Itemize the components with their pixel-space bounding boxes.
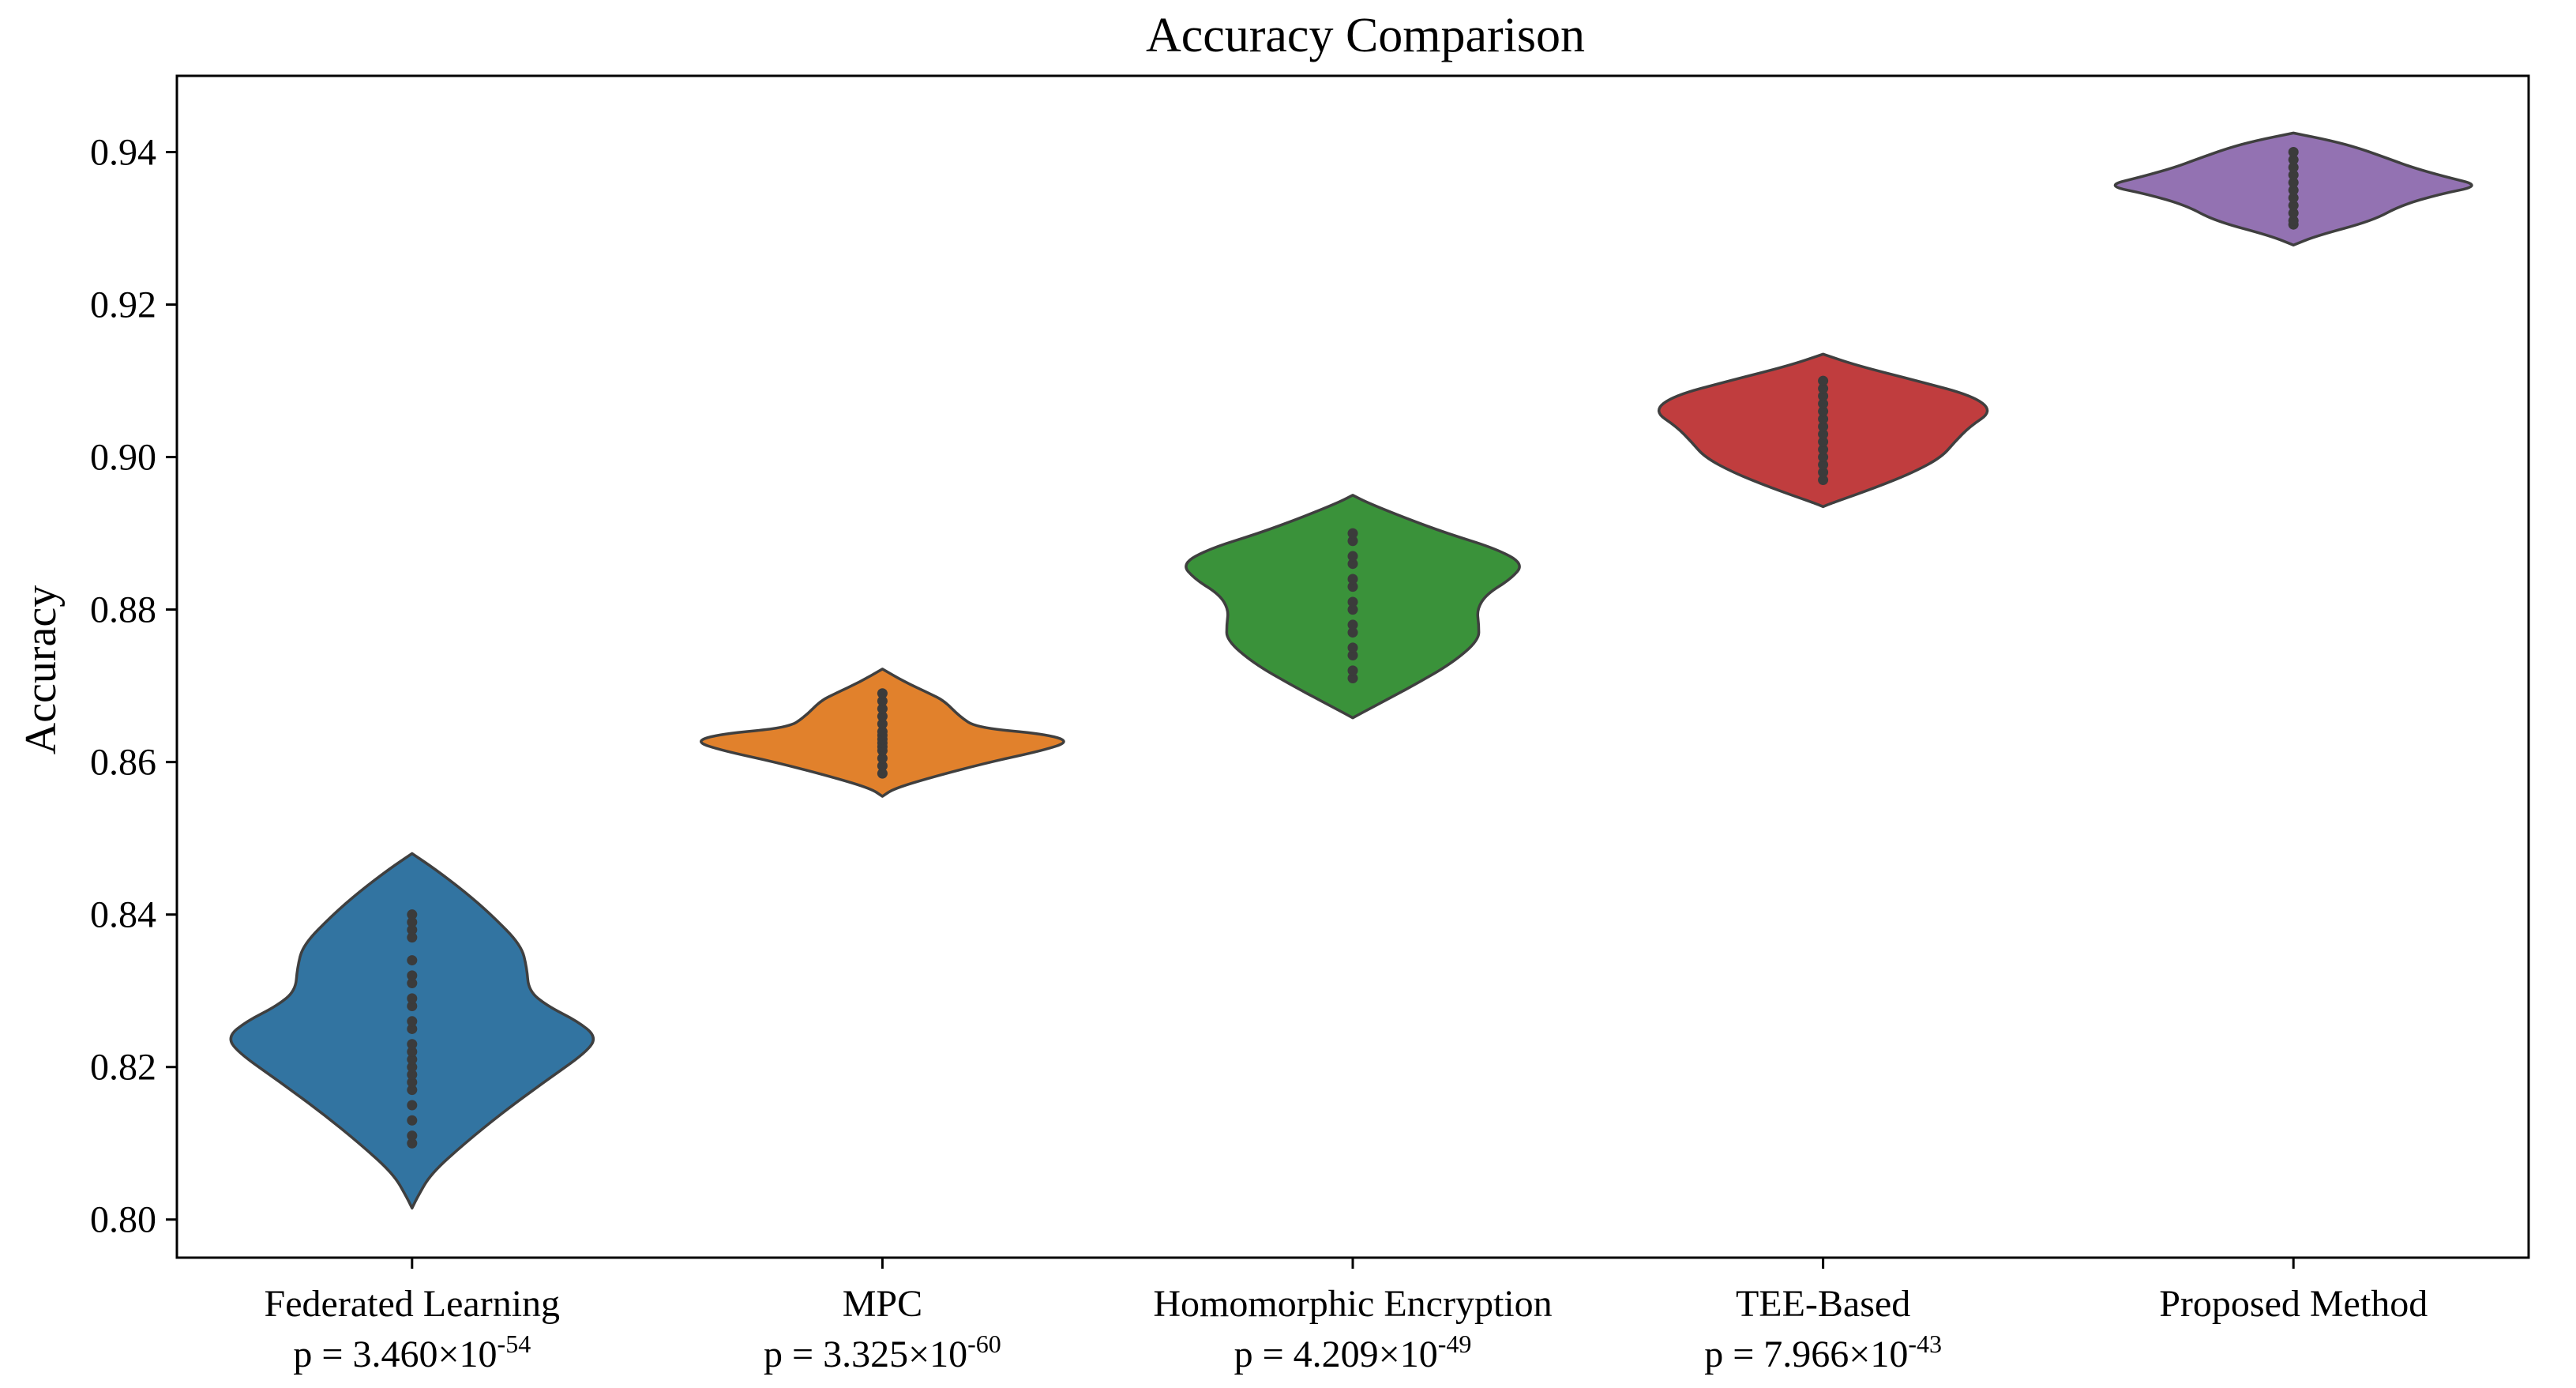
data-point	[1818, 376, 1828, 386]
p-value-label: p = 7.966×10-43	[1704, 1330, 1942, 1375]
p-value-exponent: -54	[498, 1330, 531, 1358]
y-tick-label: 0.92	[90, 284, 156, 326]
data-point	[1348, 574, 1358, 585]
data-point	[407, 1016, 417, 1026]
p-value-exponent: -60	[967, 1330, 1001, 1358]
data-point	[877, 688, 888, 698]
x-axis: Federated Learning p = 3.460×10-54 MPC p = …	[265, 1258, 2428, 1375]
p-value-exponent: -43	[1908, 1330, 1942, 1358]
p-value-base: p = 7.966×10	[1704, 1333, 1908, 1375]
violins-group	[231, 133, 2472, 1208]
y-tick-label: 0.80	[90, 1199, 156, 1241]
y-tick-label: 0.86	[90, 742, 156, 784]
p-value-base: p = 3.460×10	[293, 1333, 497, 1375]
data-point	[1348, 619, 1358, 630]
y-tick-label: 0.94	[90, 132, 156, 174]
x-tick-label: Homomorphic Encryption	[1153, 1283, 1552, 1325]
p-value-label: p = 4.209×10-49	[1234, 1330, 1472, 1375]
y-tick-label: 0.82	[90, 1047, 156, 1089]
data-point	[407, 1130, 417, 1141]
data-point	[407, 993, 417, 1003]
data-point	[407, 1100, 417, 1110]
x-tick-label: Proposed Method	[2159, 1283, 2428, 1325]
data-point	[1348, 642, 1358, 653]
data-point	[2289, 147, 2299, 157]
x-tick-label: MPC	[843, 1283, 922, 1325]
p-value-base: p = 4.209×10	[1234, 1333, 1438, 1375]
data-point	[407, 909, 417, 920]
data-point	[1348, 665, 1358, 675]
p-value-label: p = 3.325×10-60	[764, 1330, 1001, 1375]
data-point	[407, 955, 417, 965]
data-point	[407, 970, 417, 980]
y-tick-label: 0.84	[90, 894, 156, 936]
p-value-exponent: -49	[1438, 1330, 1472, 1358]
data-point	[1348, 528, 1358, 539]
y-axis-label: Accuracy	[17, 585, 66, 755]
data-point	[407, 1039, 417, 1049]
p-value-label: p = 3.460×10-54	[293, 1330, 531, 1375]
p-value-base: p = 3.325×10	[764, 1333, 967, 1375]
chart-title: Accuracy Comparison	[1146, 9, 1585, 62]
y-axis: 0.80 0.82 0.84 0.86 0.88 0.90 0.92 0.94	[90, 132, 177, 1241]
x-tick-label: Federated Learning	[265, 1283, 560, 1325]
data-point	[1348, 596, 1358, 607]
violin-chart: Accuracy Comparison Accuracy 0.800.820.8…	[0, 0, 2576, 1388]
data-point	[1348, 551, 1358, 562]
data-point	[407, 1115, 417, 1126]
y-tick-label: 0.88	[90, 589, 156, 631]
x-tick-label: TEE-Based	[1736, 1283, 1910, 1325]
y-tick-label: 0.90	[90, 437, 156, 479]
